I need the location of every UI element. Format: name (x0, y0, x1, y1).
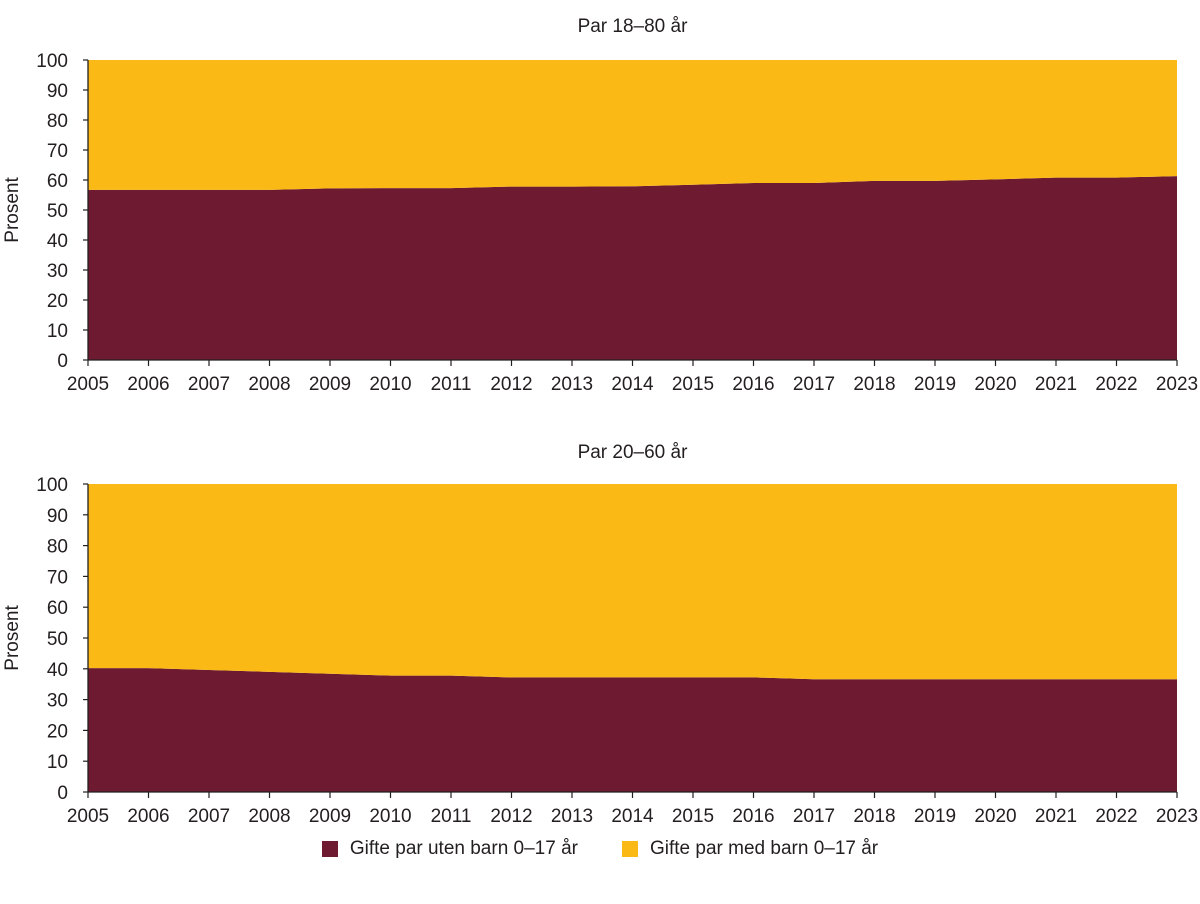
area-series-med-barn (88, 484, 1177, 680)
legend-item-med-barn: Gifte par med barn 0–17 år (622, 838, 878, 860)
x-tick-label: 2005 (67, 806, 109, 827)
x-tick-label: 2014 (611, 374, 654, 395)
y-tick-label: 100 (36, 51, 68, 72)
x-tick-label: 2006 (127, 806, 169, 827)
y-tick-label: 70 (47, 567, 68, 588)
x-tick-label: 2023 (1156, 374, 1198, 395)
y-tick-label: 70 (47, 141, 68, 162)
x-tick-label: 2023 (1156, 806, 1198, 827)
x-tick-label: 2016 (732, 806, 774, 827)
x-tick-label: 2007 (188, 806, 230, 827)
y-tick-label: 100 (36, 475, 68, 496)
y-tick-label: 90 (47, 506, 68, 527)
y-tick-label: 30 (47, 691, 68, 712)
legend-label-uten-barn: Gifte par uten barn 0–17 år (349, 838, 578, 859)
x-tick-label: 2021 (1035, 374, 1077, 395)
x-tick-label: 2015 (672, 806, 714, 827)
y-axis-label: Prosent (2, 605, 23, 671)
y-tick-label: 20 (47, 291, 68, 312)
x-tick-label: 2019 (914, 806, 956, 827)
x-tick-label: 2005 (67, 374, 109, 395)
x-tick-label: 2019 (914, 374, 956, 395)
legend-label-med-barn: Gifte par med barn 0–17 år (650, 838, 879, 859)
y-tick-label: 80 (47, 537, 68, 558)
y-tick-label: 60 (47, 598, 68, 619)
x-tick-label: 2013 (551, 806, 593, 827)
x-tick-label: 2022 (1095, 374, 1137, 395)
chart-panel-2: Par 20–60 år 0 10 20 30 40 50 60 70 80 90 100 2005 20… (2, 442, 1198, 827)
legend-swatch-med-barn (622, 841, 638, 857)
x-tick-label: 2008 (248, 374, 290, 395)
y-tick-label: 60 (47, 171, 68, 192)
x-tick-label: 2009 (309, 806, 351, 827)
x-tick-label: 2011 (431, 374, 472, 395)
area-series-uten-barn (88, 176, 1177, 360)
x-tick-label: 2014 (611, 806, 654, 827)
x-tick-label: 2022 (1095, 806, 1137, 827)
x-tick-label: 2006 (127, 374, 169, 395)
area-series-med-barn (88, 60, 1177, 190)
chart-title: Par 20–60 år (578, 442, 689, 463)
x-tick-label: 2017 (793, 806, 835, 827)
legend-item-uten-barn: Gifte par uten barn 0–17 år (321, 838, 578, 860)
y-tick-label: 30 (47, 261, 68, 282)
y-tick-label: 0 (57, 783, 68, 804)
x-tick-label: 2012 (490, 374, 532, 395)
y-tick-label: 50 (47, 629, 68, 650)
y-tick-label: 90 (47, 81, 68, 102)
x-tick-label: 2017 (793, 374, 835, 395)
x-tick-label: 2010 (369, 806, 411, 827)
legend: Gifte par uten barn 0–17 år Gifte par me… (0, 834, 1200, 864)
y-tick-label: 0 (57, 351, 68, 372)
y-tick-label: 10 (47, 752, 68, 773)
y-tick-label: 10 (47, 321, 68, 342)
y-tick-label: 40 (47, 231, 68, 252)
x-tick-label: 2012 (490, 806, 532, 827)
x-tick-label: 2007 (188, 374, 230, 395)
x-tick-label: 2018 (853, 374, 895, 395)
y-tick-label: 80 (47, 111, 68, 132)
x-tick-label: 2013 (551, 374, 593, 395)
x-tick-label: 2009 (309, 374, 351, 395)
legend-swatch-uten-barn (321, 841, 338, 857)
chart-panel-1: Par 18–80 år 0 10 20 30 40 50 60 70 80 90 100 2005 20… (2, 16, 1198, 395)
area-series-uten-barn (88, 668, 1177, 792)
chart-title: Par 18–80 år (578, 16, 689, 37)
x-tick-label: 2021 (1035, 806, 1077, 827)
y-tick-label: 20 (47, 721, 68, 742)
y-axis-label: Prosent (2, 177, 23, 243)
x-tick-label: 2020 (974, 374, 1016, 395)
x-tick-label: 2011 (431, 806, 472, 827)
x-tick-label: 2020 (974, 806, 1016, 827)
x-tick-label: 2018 (853, 806, 895, 827)
y-tick-label: 50 (47, 201, 68, 222)
x-tick-label: 2015 (672, 374, 714, 395)
x-tick-label: 2010 (369, 374, 411, 395)
x-tick-label: 2016 (732, 374, 774, 395)
x-tick-label: 2008 (248, 806, 290, 827)
y-tick-label: 40 (47, 660, 68, 681)
